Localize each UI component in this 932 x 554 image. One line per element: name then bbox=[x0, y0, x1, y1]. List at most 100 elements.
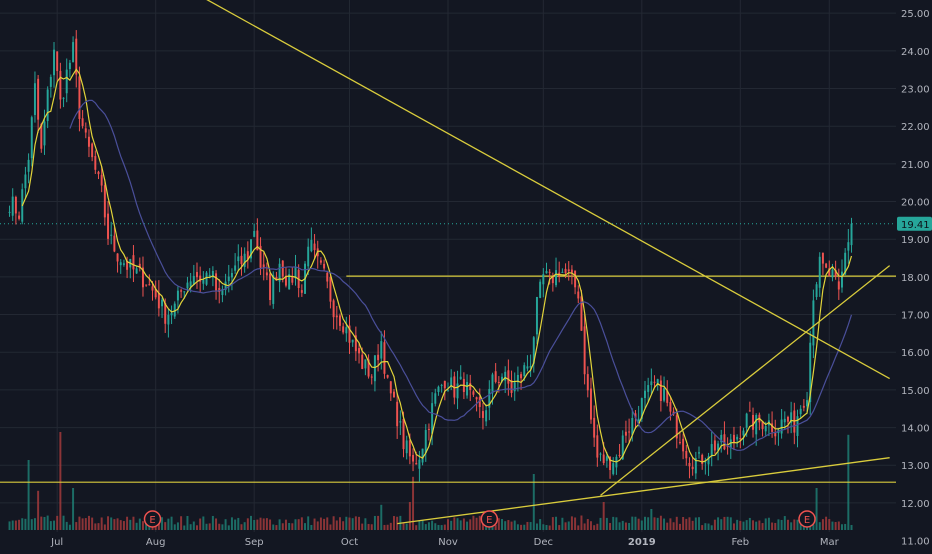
volume-bar bbox=[834, 522, 837, 530]
candle-body bbox=[593, 417, 596, 438]
candle-body bbox=[507, 370, 510, 384]
volume-bar bbox=[593, 525, 596, 530]
candle-body bbox=[583, 326, 586, 375]
candle-body bbox=[8, 211, 11, 213]
candle-body bbox=[418, 459, 421, 469]
candle-body bbox=[33, 83, 36, 115]
candle-body bbox=[669, 402, 672, 412]
candle-body bbox=[682, 438, 685, 452]
candle-body bbox=[821, 252, 824, 264]
volume-bar bbox=[542, 524, 545, 530]
volume-bar bbox=[288, 522, 291, 530]
candle-body bbox=[609, 456, 612, 471]
volume-bar bbox=[389, 522, 392, 530]
volume-bar bbox=[777, 519, 780, 530]
candle-body bbox=[332, 300, 335, 318]
price-tick-label: 18.00 bbox=[901, 273, 930, 284]
volume-bar bbox=[574, 517, 577, 530]
candle-body bbox=[783, 418, 786, 423]
volume-bar bbox=[434, 523, 437, 530]
price-axis[interactable]: 25.00 24.00 23.00 22.00 21.00 20.00 19.00 18.00… bbox=[896, 0, 932, 550]
volume-bar bbox=[323, 518, 326, 530]
candle-body bbox=[377, 354, 380, 361]
volume-bar bbox=[304, 523, 307, 530]
volume-bar bbox=[24, 518, 27, 530]
candle-body bbox=[107, 213, 110, 239]
candle-body bbox=[717, 443, 720, 451]
volume-bar bbox=[354, 516, 357, 530]
volume-bar bbox=[265, 518, 268, 530]
earnings-marker-icon bbox=[798, 510, 816, 528]
volume-bar bbox=[605, 517, 608, 530]
volume-bar bbox=[272, 524, 275, 530]
volume-bar bbox=[653, 517, 656, 530]
candle-body bbox=[253, 231, 256, 237]
volume-bar bbox=[11, 520, 14, 530]
volume-bar bbox=[736, 519, 739, 530]
candle-body bbox=[18, 215, 21, 219]
volume-bar bbox=[119, 520, 122, 530]
last-price-badge bbox=[897, 216, 932, 231]
candle-body bbox=[485, 410, 488, 422]
trend-line bbox=[397, 457, 890, 525]
candle-body bbox=[771, 423, 774, 432]
volume-bar bbox=[586, 519, 589, 530]
volume-bar bbox=[427, 522, 430, 530]
candle-body bbox=[364, 359, 367, 369]
candle-body bbox=[472, 391, 475, 395]
candle-body bbox=[132, 255, 135, 270]
candle-body bbox=[774, 431, 777, 437]
candle-body bbox=[431, 403, 434, 434]
volume-bar bbox=[609, 523, 612, 530]
volume-bar bbox=[510, 521, 513, 530]
candle-body bbox=[116, 253, 119, 262]
candle-body bbox=[755, 414, 758, 435]
volume-bar bbox=[234, 519, 237, 530]
candle-body bbox=[157, 293, 160, 309]
volume-bar bbox=[18, 519, 21, 530]
candle-body bbox=[294, 266, 297, 279]
candle-body bbox=[138, 263, 141, 268]
volume-bar bbox=[275, 525, 278, 530]
price-tick-label: 24.00 bbox=[901, 47, 930, 58]
volume-bar bbox=[551, 517, 554, 530]
volume-bar bbox=[300, 517, 303, 530]
trend-lines[interactable] bbox=[191, 0, 891, 525]
volume-bar bbox=[602, 502, 605, 530]
candle-body bbox=[628, 431, 631, 433]
volume-bar bbox=[211, 515, 214, 530]
last-price-label: 19.41 bbox=[901, 220, 930, 231]
volume-bar bbox=[459, 520, 462, 530]
candle-body bbox=[837, 281, 840, 290]
candle-body bbox=[748, 410, 751, 412]
volume-bar bbox=[720, 519, 723, 530]
volume-bar bbox=[43, 517, 46, 530]
candle-body bbox=[291, 276, 294, 283]
candle-body bbox=[402, 418, 405, 450]
volume-bar bbox=[370, 524, 373, 530]
time-axis[interactable]: Jul Aug Sep Oct Nov Dec 2019 Feb Mar bbox=[0, 532, 896, 550]
volume-bar bbox=[758, 520, 761, 530]
candle-body bbox=[602, 454, 605, 464]
volume-bar bbox=[186, 516, 189, 530]
candle-body bbox=[272, 275, 275, 304]
volume-bar bbox=[377, 515, 380, 530]
volume-bar bbox=[227, 525, 230, 530]
candle-body bbox=[564, 268, 567, 274]
candle-body bbox=[504, 371, 507, 381]
candle-body bbox=[307, 246, 310, 267]
volume-bar bbox=[412, 476, 415, 530]
candle-body bbox=[87, 136, 90, 147]
volume-bar bbox=[250, 515, 252, 530]
candle-body bbox=[685, 451, 688, 459]
volume-bar bbox=[637, 518, 640, 530]
volume-bar bbox=[583, 523, 586, 530]
volume-bar bbox=[558, 525, 561, 530]
candle-body bbox=[520, 374, 523, 379]
candle-body bbox=[278, 263, 281, 282]
volume-bar bbox=[313, 518, 316, 530]
volume-bar bbox=[478, 515, 481, 530]
volume-bar bbox=[850, 524, 853, 530]
